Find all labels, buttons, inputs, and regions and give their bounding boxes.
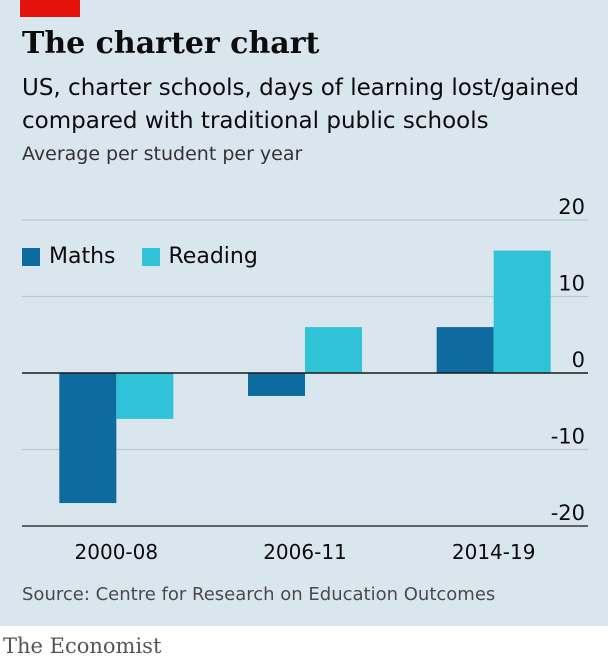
bar-reading (116, 373, 174, 419)
chart-unit-note: Average per student per year (22, 143, 303, 165)
bar-reading (493, 250, 551, 373)
x-tick-label: 2000-08 (75, 540, 159, 564)
legend-swatch-reading (141, 247, 160, 266)
legend-swatch-maths (22, 247, 40, 266)
bar-maths (436, 327, 494, 373)
bar-chart: 20 10 0 -10 -20 2000-08 2006-11 2014-19 (22, 195, 588, 564)
chart-legend: Maths Reading (22, 244, 284, 269)
y-tick-label: -20 (551, 501, 585, 525)
x-tick-label: 2014-19 (452, 540, 536, 564)
legend-item-reading: Reading (141, 244, 258, 269)
y-tick-label: 0 (572, 348, 585, 372)
brand-wordmark: The Economist (3, 634, 162, 658)
y-tick-label: 10 (558, 272, 585, 296)
y-tick-label: -10 (551, 425, 585, 449)
legend-item-maths: Maths (22, 244, 116, 269)
bar-reading (305, 327, 362, 373)
brand-red-tag (20, 0, 80, 17)
chart-title: The charter chart (22, 26, 320, 61)
x-tick-label: 2006-11 (263, 540, 347, 564)
legend-label-maths: Maths (49, 244, 116, 269)
bar-maths (59, 373, 117, 504)
chart-subtitle: US, charter schools, days of learning lo… (22, 75, 579, 134)
legend-label-reading: Reading (168, 244, 258, 269)
source-note: Source: Centre for Research on Education… (22, 584, 496, 605)
y-tick-label: 20 (558, 195, 585, 219)
bar-maths (248, 373, 305, 396)
